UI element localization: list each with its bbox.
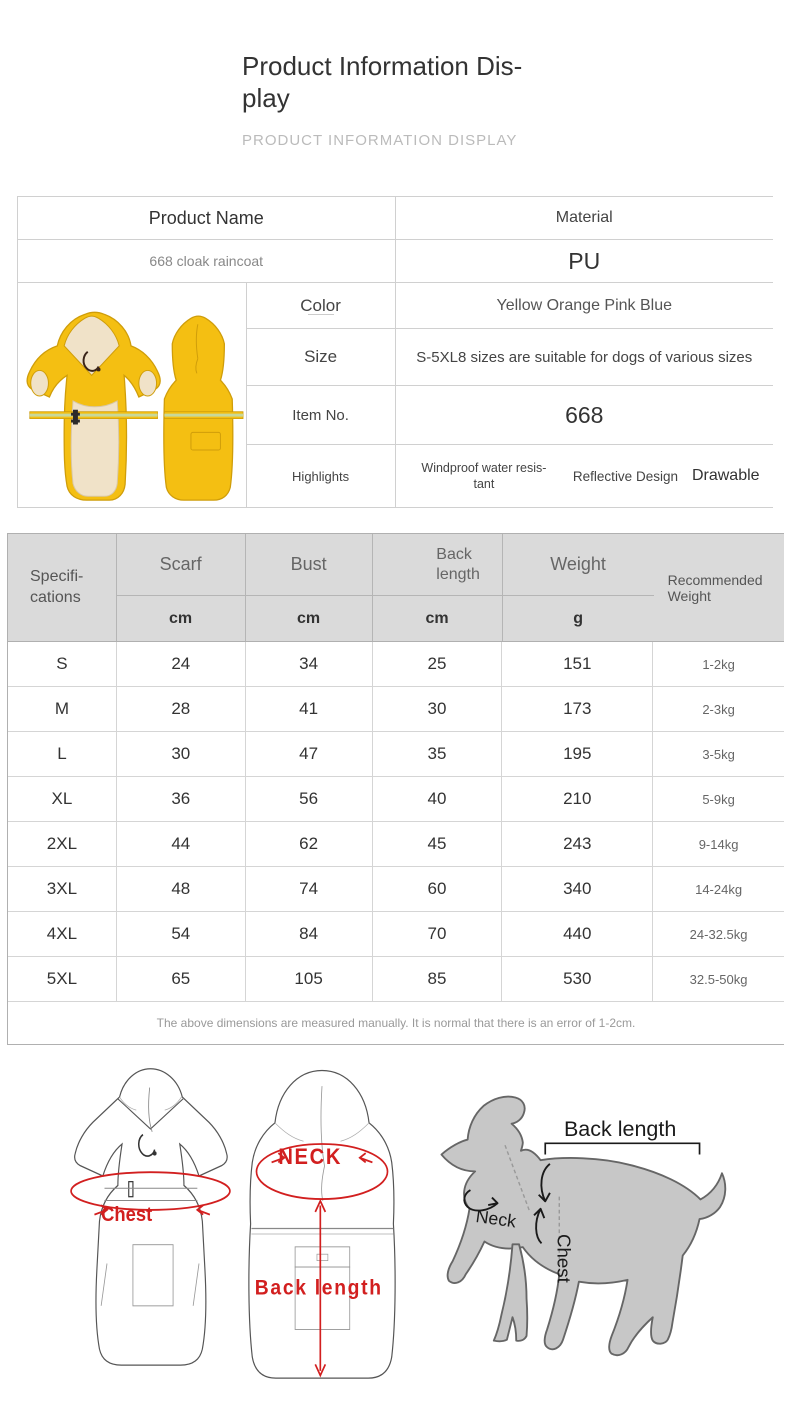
svg-text:Chest: Chest (553, 1234, 574, 1284)
svg-text:Chest: Chest (101, 1203, 153, 1226)
svg-text:NECK: NECK (278, 1145, 342, 1169)
svg-text:Back length: Back length (255, 1277, 383, 1300)
svg-text:Back length: Back length (564, 1117, 676, 1141)
